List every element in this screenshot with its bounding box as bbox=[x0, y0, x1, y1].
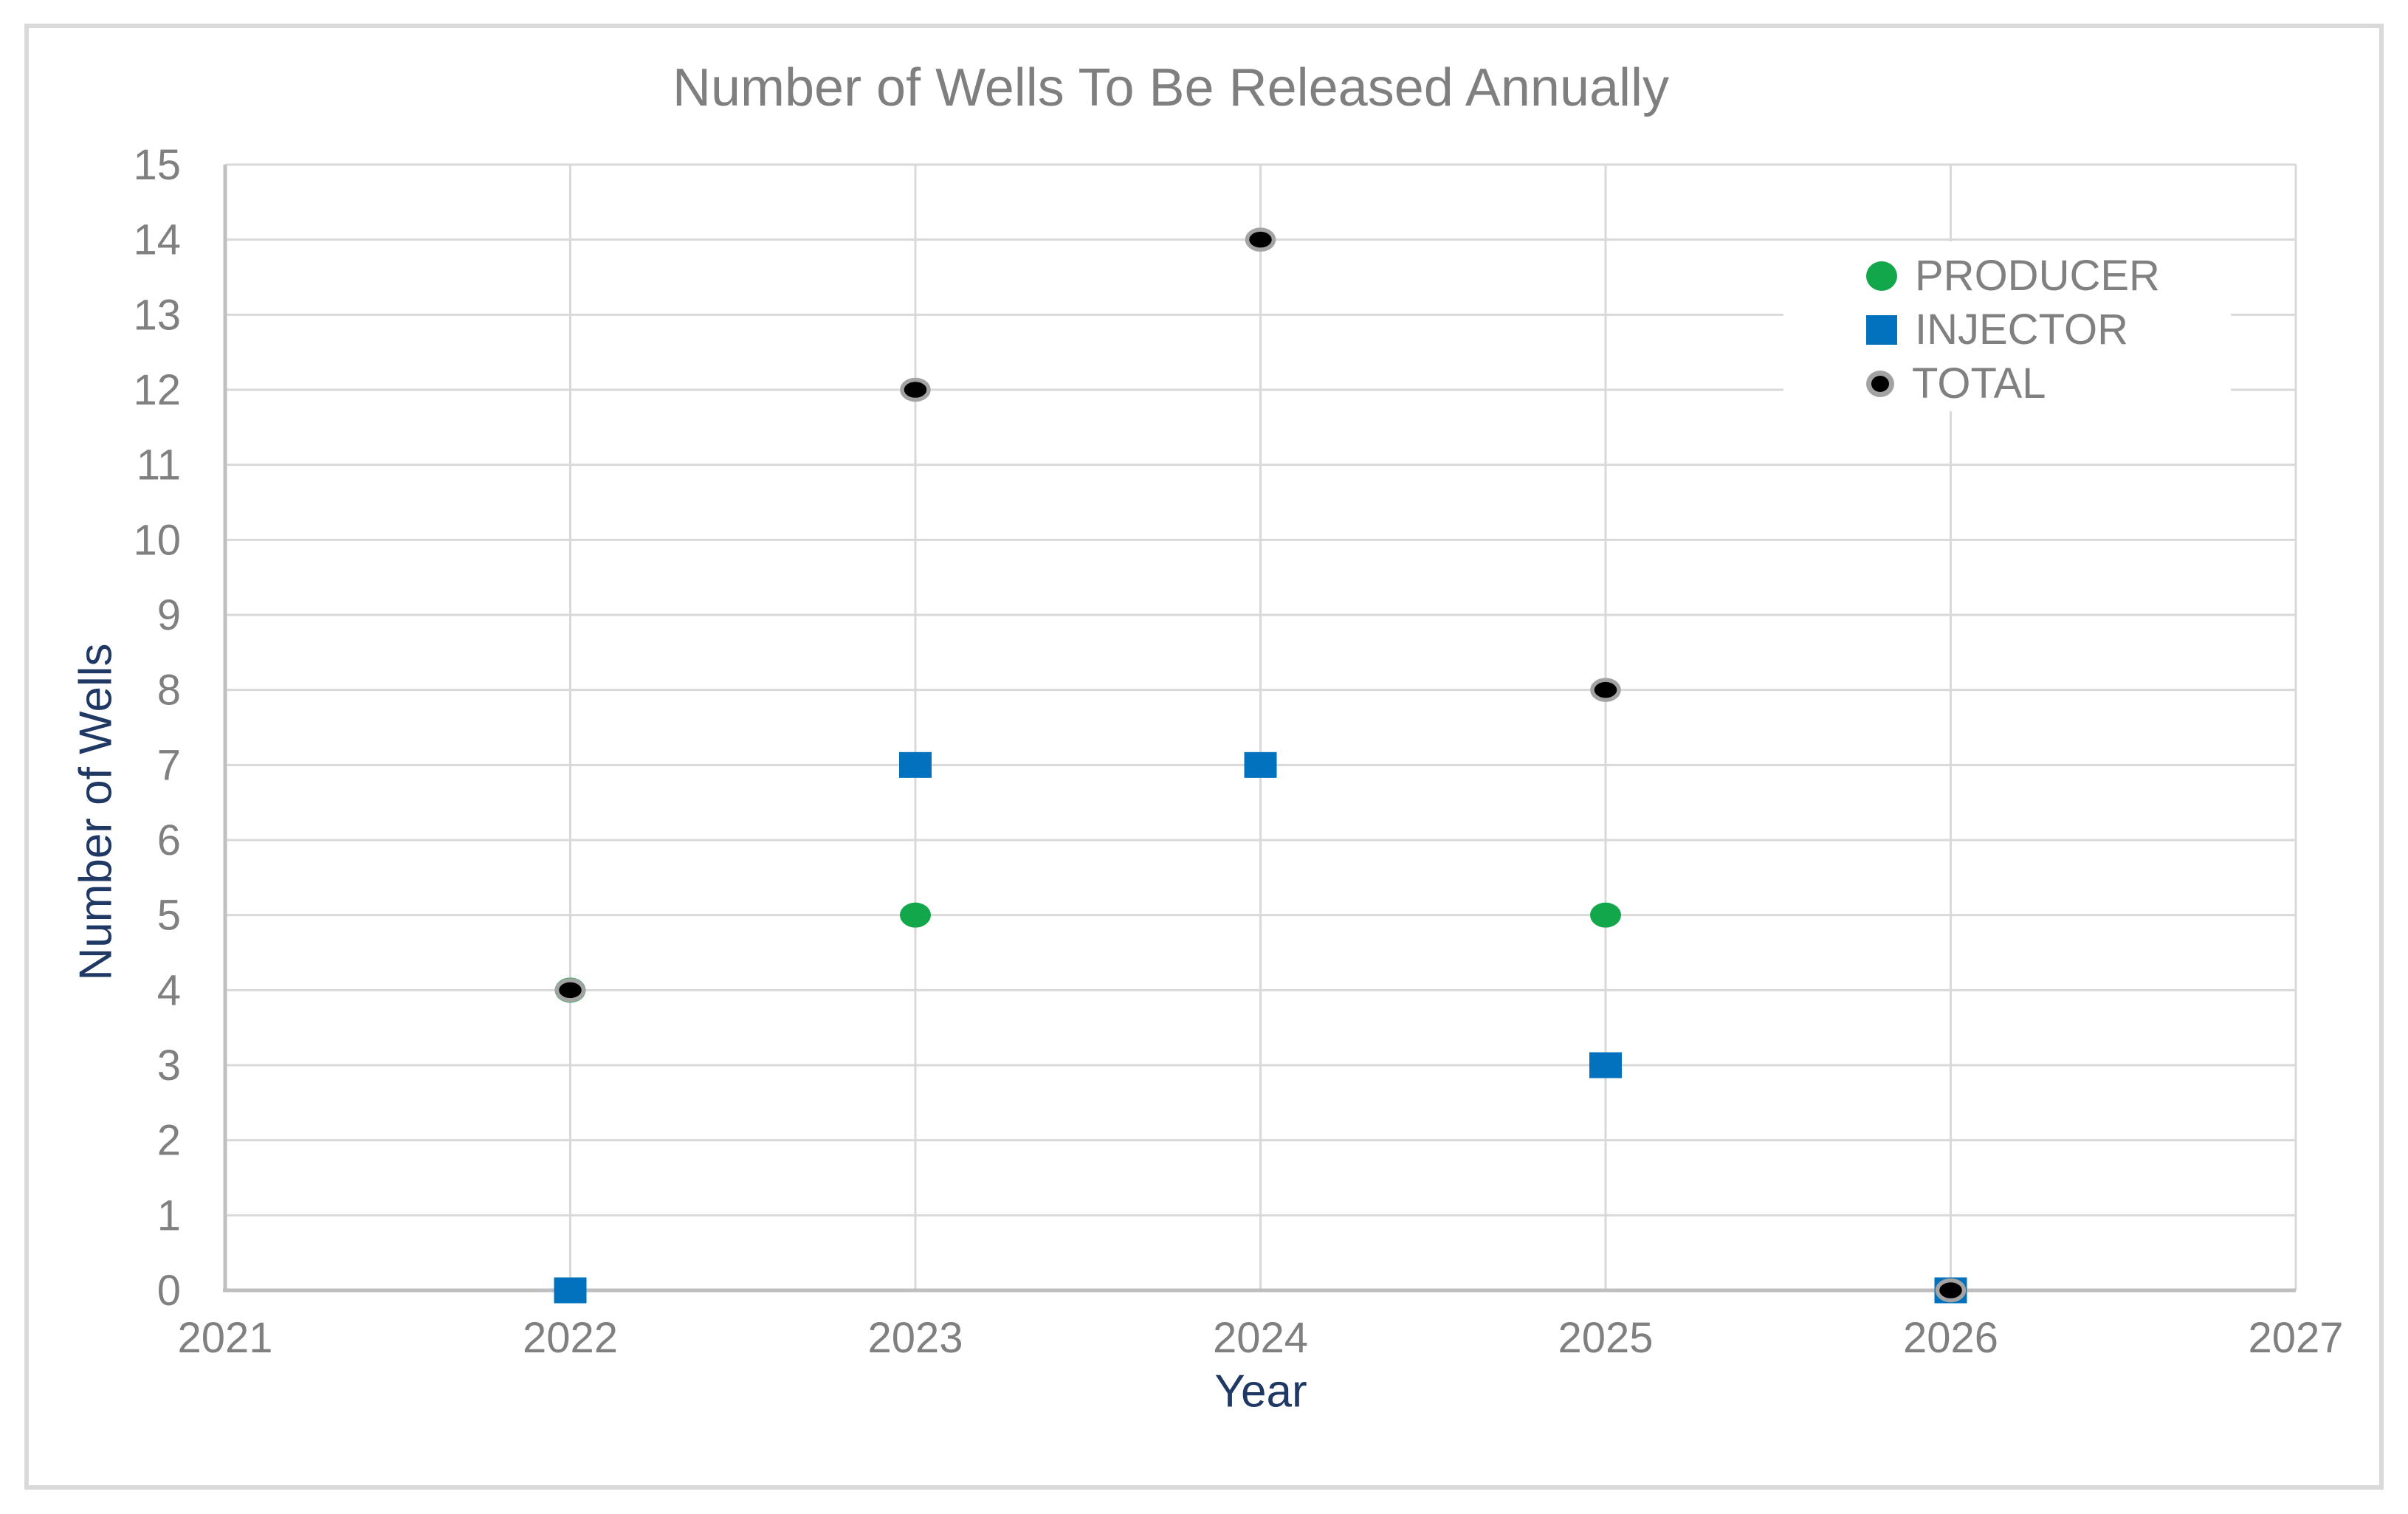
x-tick-label: 2025 bbox=[1558, 1314, 1653, 1362]
y-tick-label: 0 bbox=[157, 1267, 181, 1315]
legend-item-injector: INJECTOR bbox=[1866, 303, 2231, 357]
y-tick-label: 1 bbox=[157, 1191, 181, 1239]
marker-injector bbox=[554, 1277, 587, 1304]
marker-total bbox=[1245, 227, 1276, 252]
x-tick-label: 2023 bbox=[867, 1314, 963, 1362]
legend: PRODUCER INJECTOR TOTAL bbox=[1783, 241, 2231, 411]
x-axis-title: Year bbox=[1214, 1366, 1307, 1417]
y-tick-label: 13 bbox=[133, 291, 181, 339]
legend-item-total: TOTAL bbox=[1866, 357, 2231, 410]
marker-injector bbox=[899, 751, 932, 778]
x-tick-label: 2027 bbox=[2248, 1314, 2343, 1362]
marker-producer bbox=[900, 902, 931, 928]
y-tick-label: 10 bbox=[133, 516, 181, 564]
y-tick-label: 8 bbox=[157, 667, 181, 715]
x-tick-label: 2021 bbox=[177, 1314, 272, 1362]
x-tick-label: 2022 bbox=[523, 1314, 618, 1362]
x-tick-label: 2024 bbox=[1213, 1314, 1308, 1362]
marker-producer bbox=[1590, 902, 1621, 928]
y-tick-label: 15 bbox=[133, 141, 181, 189]
legend-label-injector: INJECTOR bbox=[1915, 306, 2128, 354]
marker-injector bbox=[1589, 1052, 1622, 1078]
y-tick-label: 6 bbox=[157, 816, 181, 864]
total-marker-icon bbox=[1866, 370, 1894, 397]
marker-total bbox=[554, 978, 586, 1002]
producer-marker-icon bbox=[1866, 261, 1897, 291]
y-tick-label: 11 bbox=[137, 441, 181, 489]
y-tick-label: 4 bbox=[157, 966, 181, 1014]
y-tick-label: 2 bbox=[157, 1117, 181, 1165]
injector-marker-icon bbox=[1866, 314, 1897, 345]
marker-total bbox=[1935, 1278, 1967, 1303]
y-tick-label: 12 bbox=[133, 366, 181, 414]
y-tick-label: 9 bbox=[157, 591, 181, 639]
marker-injector bbox=[1244, 751, 1277, 778]
marker-total bbox=[900, 377, 931, 402]
x-tick-label: 2026 bbox=[1903, 1314, 1998, 1362]
marker-total bbox=[1590, 678, 1621, 702]
y-tick-label: 7 bbox=[157, 741, 181, 789]
y-tick-label: 5 bbox=[157, 892, 181, 940]
y-tick-label: 3 bbox=[157, 1042, 181, 1090]
legend-item-producer: PRODUCER bbox=[1866, 249, 2231, 303]
y-tick-label: 14 bbox=[133, 216, 181, 264]
legend-label-total: TOTAL bbox=[1912, 359, 2046, 407]
chart-title: Number of Wells To Be Released Annually bbox=[672, 58, 1670, 117]
legend-label-producer: PRODUCER bbox=[1915, 252, 2160, 300]
